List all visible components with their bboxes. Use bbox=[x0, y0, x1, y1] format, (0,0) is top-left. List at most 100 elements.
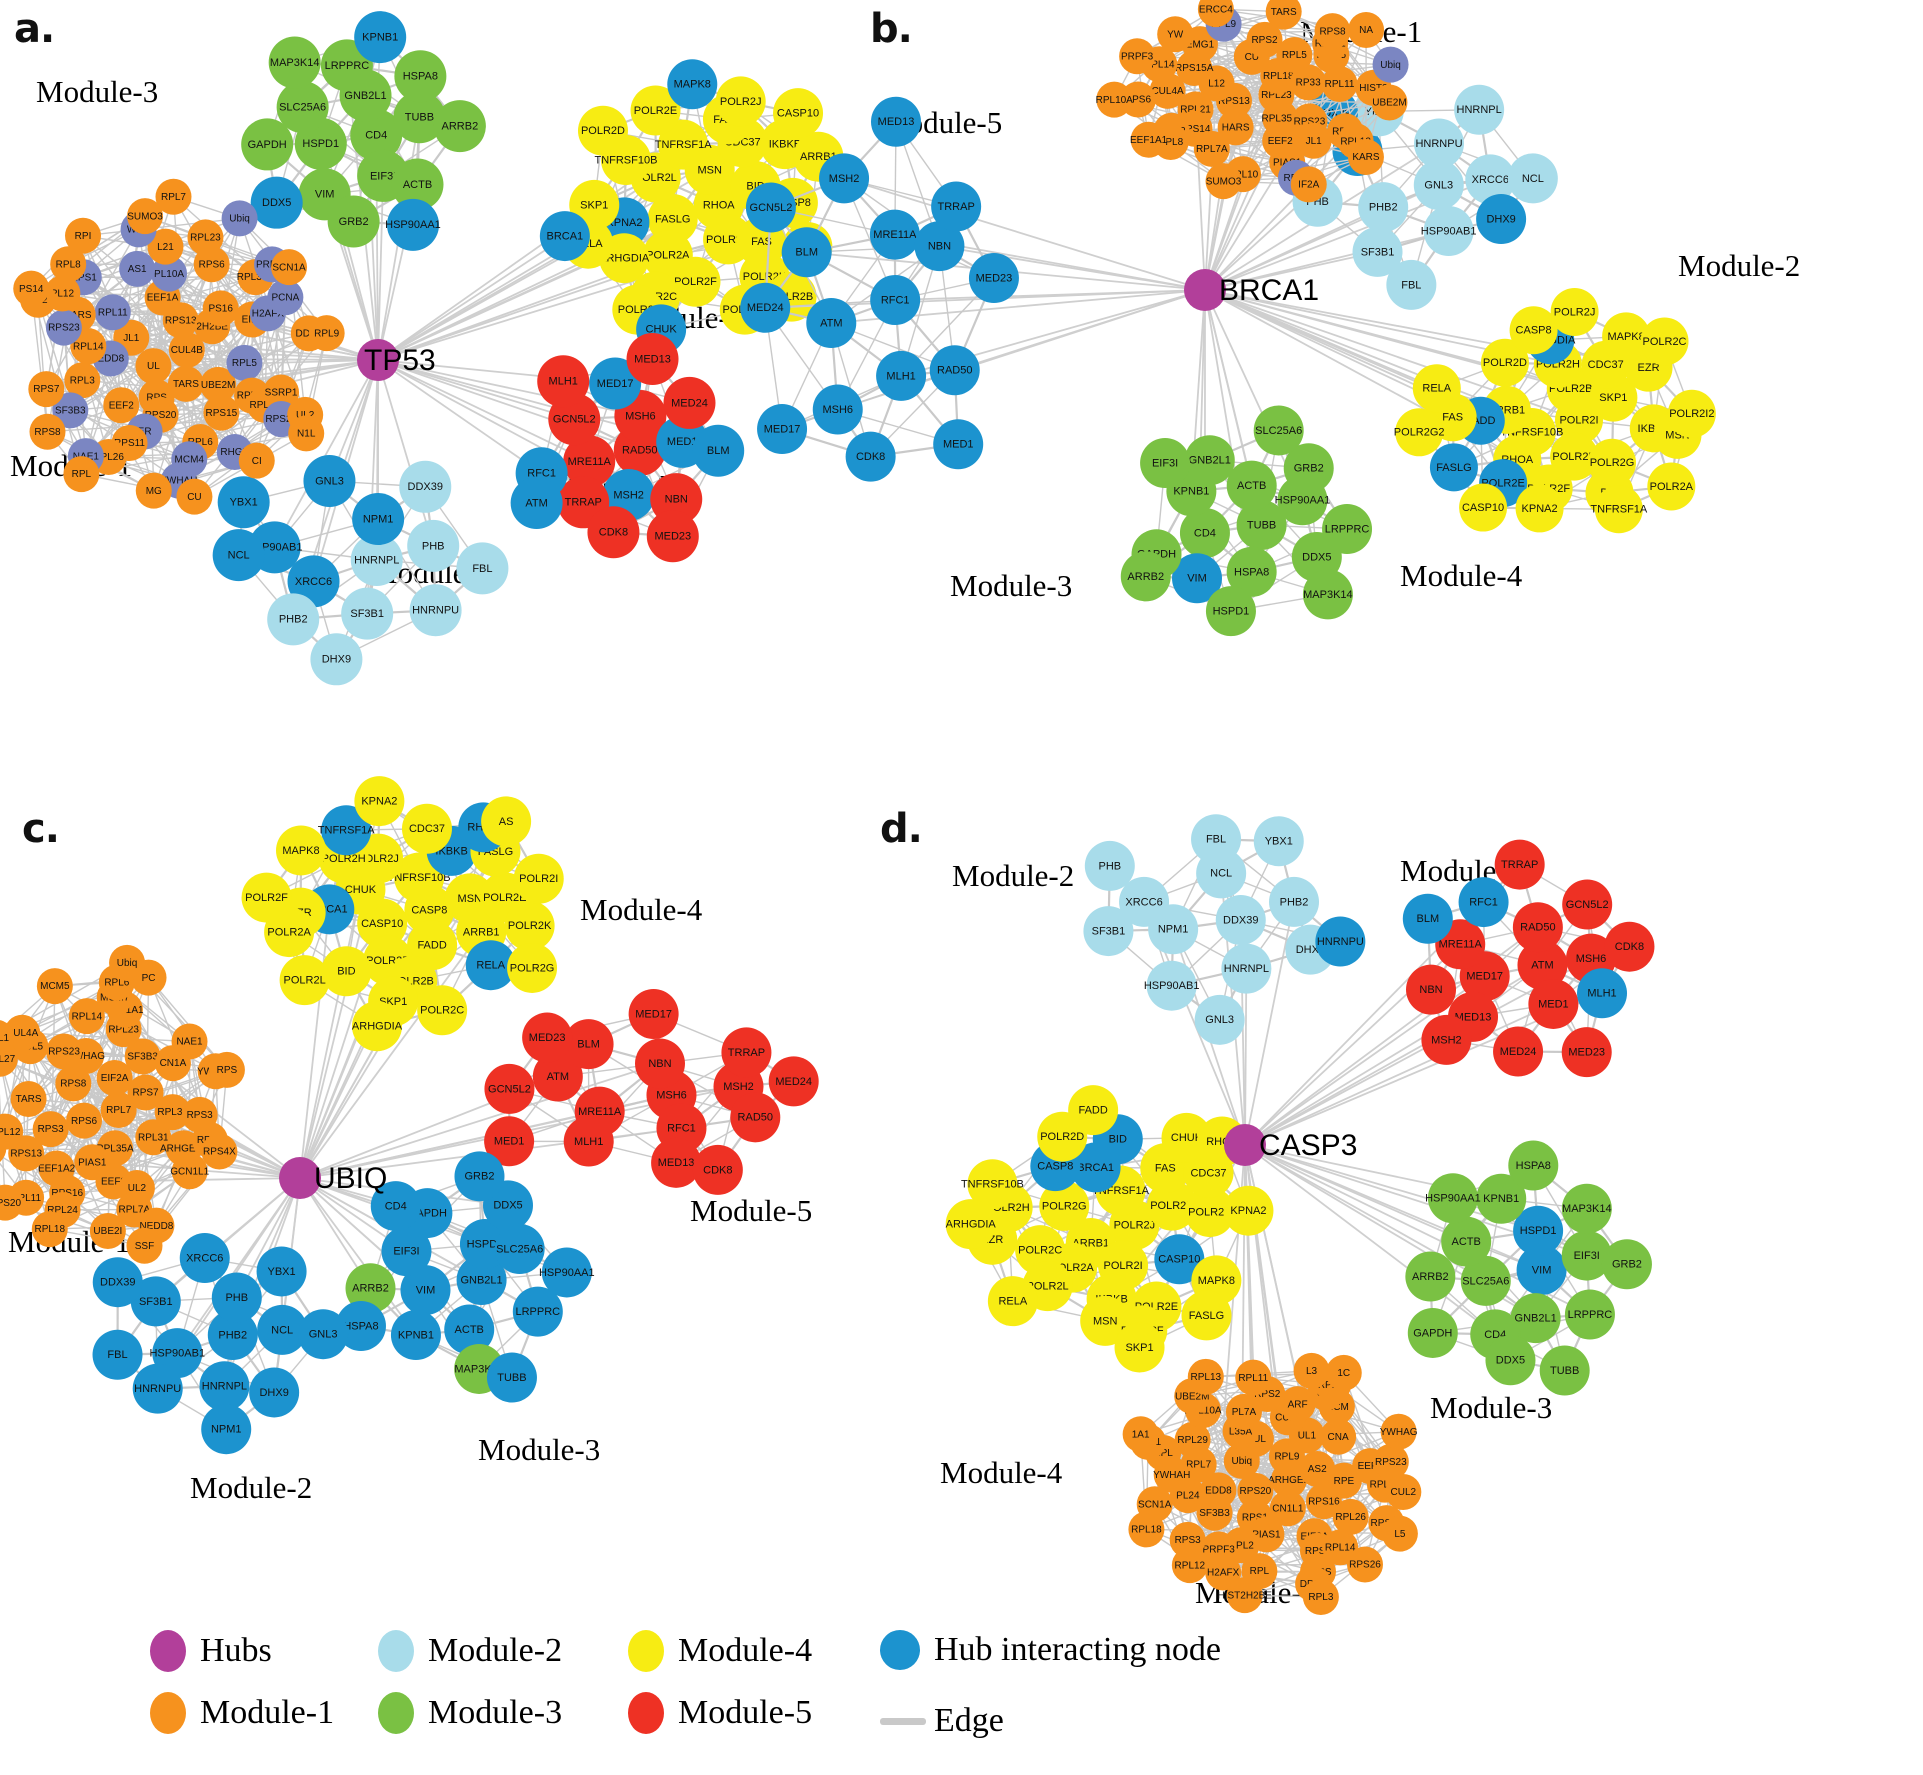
network-node[interactable]: MED1 bbox=[933, 419, 984, 470]
network-node[interactable]: HSP90AB1 bbox=[1144, 960, 1200, 1011]
network-node[interactable]: GRB2 bbox=[1283, 443, 1334, 494]
network-node[interactable]: MED24 bbox=[663, 376, 716, 429]
network-node[interactable]: MED24 bbox=[768, 1056, 819, 1107]
network-node[interactable]: HSPD1 bbox=[1513, 1205, 1564, 1256]
network-node[interactable]: HSP90AB1 bbox=[1421, 206, 1477, 257]
network-node[interactable]: CUL4B bbox=[168, 332, 205, 369]
network-node[interactable]: POLR2G bbox=[507, 942, 558, 993]
network-node[interactable]: RPL7 bbox=[100, 1092, 137, 1129]
network-node[interactable]: VIM bbox=[1516, 1245, 1567, 1296]
network-node[interactable]: RAD50 bbox=[929, 345, 980, 396]
network-node[interactable]: CU bbox=[176, 478, 213, 515]
network-node[interactable]: DDX5 bbox=[250, 176, 303, 229]
network-node[interactable]: POLR2K bbox=[1550, 432, 1599, 481]
network-node[interactable]: SF3B1 bbox=[1083, 906, 1134, 957]
network-node[interactable]: RPL8 bbox=[50, 246, 87, 283]
network-node[interactable]: KPNA2 bbox=[1515, 484, 1564, 533]
network-node[interactable]: XRCC6 bbox=[179, 1233, 230, 1284]
network-node[interactable]: KARS bbox=[1347, 139, 1384, 176]
network-node[interactable]: MED1 bbox=[1528, 978, 1579, 1029]
network-node[interactable]: XRCC6 bbox=[1119, 876, 1170, 927]
network-node[interactable]: TNFRSF1A bbox=[318, 805, 376, 856]
network-node[interactable]: DHX9 bbox=[1476, 194, 1527, 245]
network-node[interactable]: RPL10A bbox=[1096, 81, 1134, 118]
network-node[interactable]: H2AFX bbox=[1205, 1554, 1242, 1591]
network-node[interactable]: HSP90AA1 bbox=[385, 198, 441, 251]
network-node[interactable]: MLH1 bbox=[537, 355, 590, 408]
network-node[interactable]: MED17 bbox=[589, 357, 642, 410]
network-node[interactable]: MAP3K14 bbox=[1561, 1183, 1612, 1234]
network-node[interactable]: ARRB2 bbox=[1120, 551, 1171, 602]
network-node[interactable]: HSPD1 bbox=[1205, 586, 1256, 637]
network-node[interactable]: GCN5L2 bbox=[484, 1063, 535, 1114]
network-node[interactable]: FASLG bbox=[1181, 1290, 1232, 1341]
hub-node[interactable]: CASP3 bbox=[1224, 1124, 1357, 1166]
network-node[interactable]: GNB2L1 bbox=[1184, 435, 1235, 486]
network-node[interactable]: MED13 bbox=[870, 96, 921, 147]
network-node[interactable]: RPS6 bbox=[66, 1102, 103, 1139]
network-node[interactable]: SSF bbox=[126, 1227, 163, 1264]
network-node[interactable]: RPS bbox=[208, 1051, 245, 1088]
network-node[interactable]: EEF2 bbox=[103, 387, 140, 424]
network-node[interactable]: RPE bbox=[1325, 1462, 1362, 1499]
network-node[interactable]: SF3B3 bbox=[1196, 1494, 1233, 1531]
network-node[interactable]: CDK8 bbox=[692, 1144, 743, 1195]
network-node[interactable]: MAPK8 bbox=[276, 825, 327, 876]
network-node[interactable]: BID bbox=[321, 946, 372, 997]
network-node[interactable]: YBX1 bbox=[217, 476, 270, 529]
network-node[interactable]: DHX9 bbox=[310, 633, 363, 686]
network-node[interactable]: 1C bbox=[1325, 1354, 1362, 1391]
network-node[interactable]: MLH1 bbox=[1577, 968, 1628, 1019]
network-node[interactable]: GCN5L2 bbox=[745, 182, 796, 233]
network-node[interactable]: PRPF3 bbox=[1119, 38, 1156, 75]
network-node[interactable]: POLR2A bbox=[1647, 462, 1696, 511]
network-node[interactable]: HSP90AA1 bbox=[539, 1247, 595, 1298]
network-node[interactable]: ACTB bbox=[444, 1304, 495, 1355]
network-node[interactable]: CD4 bbox=[1179, 508, 1230, 559]
network-node[interactable]: GNL3 bbox=[1194, 994, 1245, 1045]
network-node[interactable]: RPS26 bbox=[1346, 1546, 1383, 1583]
network-node[interactable]: FBL bbox=[456, 542, 509, 595]
network-node[interactable]: VIM bbox=[400, 1265, 451, 1316]
network-node[interactable]: KPNA2 bbox=[1223, 1185, 1274, 1236]
network-node[interactable]: RPL18 bbox=[31, 1211, 68, 1248]
network-node[interactable]: LRPPRC bbox=[1322, 504, 1373, 555]
network-node[interactable]: SF3B1 bbox=[1352, 226, 1403, 277]
network-node[interactable]: POLR2F bbox=[670, 256, 721, 307]
network-node[interactable]: GNB2L1 bbox=[1510, 1293, 1561, 1344]
network-node[interactable]: SSRP1 bbox=[263, 374, 300, 411]
network-node[interactable]: HSPA8 bbox=[1508, 1140, 1559, 1191]
network-node[interactable]: FASLG bbox=[1429, 443, 1478, 492]
network-node[interactable]: GAPDH bbox=[241, 118, 294, 171]
network-node[interactable]: EIF3I bbox=[381, 1226, 432, 1277]
network-node[interactable]: RFC1 bbox=[870, 275, 921, 326]
network-node[interactable]: MAP3K14 bbox=[268, 36, 321, 89]
network-node[interactable]: FBL bbox=[92, 1329, 143, 1380]
network-node[interactable]: POLR2C bbox=[417, 985, 468, 1036]
network-node[interactable]: TNFRSF10B bbox=[961, 1159, 1024, 1210]
network-node[interactable]: XRCC6 bbox=[1465, 154, 1516, 205]
network-node[interactable]: MAP3K14 bbox=[1302, 569, 1353, 620]
network-node[interactable]: PHB bbox=[211, 1272, 262, 1323]
network-node[interactable]: RPS20 bbox=[1237, 1472, 1274, 1509]
network-node[interactable]: GNL3 bbox=[298, 1309, 349, 1360]
network-node[interactable]: RP33 bbox=[1290, 64, 1327, 101]
network-node[interactable]: MED17 bbox=[628, 988, 679, 1039]
network-node[interactable]: MLH1 bbox=[876, 350, 927, 401]
network-node[interactable]: 1A1 bbox=[1122, 1416, 1159, 1453]
network-node[interactable]: RPS8 bbox=[55, 1065, 92, 1102]
network-node[interactable]: CUL2 bbox=[1385, 1473, 1422, 1510]
network-node[interactable]: NCL bbox=[1507, 153, 1558, 204]
network-node[interactable]: RELA bbox=[1412, 364, 1461, 413]
network-node[interactable]: LRPPRC bbox=[512, 1286, 563, 1337]
network-node[interactable]: EIF2A bbox=[96, 1059, 133, 1096]
network-node[interactable]: CNA bbox=[1320, 1418, 1357, 1455]
network-node[interactable]: RFC1 bbox=[1458, 877, 1509, 928]
network-node[interactable]: POLR2B bbox=[1184, 1187, 1235, 1238]
network-node[interactable]: GCN1L1 bbox=[170, 1153, 210, 1190]
network-node[interactable]: RPL12 bbox=[1171, 1547, 1208, 1584]
network-node[interactable]: MSH2 bbox=[819, 153, 870, 204]
network-node[interactable]: CD4 bbox=[370, 1181, 421, 1232]
network-node[interactable]: GCN5L2 bbox=[1562, 879, 1613, 930]
network-node[interactable]: AS bbox=[481, 796, 532, 847]
